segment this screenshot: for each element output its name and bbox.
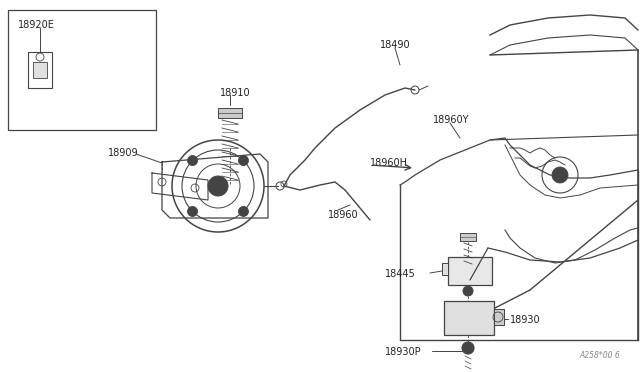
Text: 18930: 18930 (510, 315, 541, 325)
Circle shape (239, 206, 248, 217)
Text: A258*00 6: A258*00 6 (579, 351, 620, 360)
Circle shape (188, 155, 198, 166)
Text: 18445: 18445 (385, 269, 416, 279)
Text: 18910: 18910 (220, 88, 251, 98)
Text: 18960: 18960 (328, 210, 358, 220)
Circle shape (239, 155, 248, 166)
Bar (28, 52, 52, 88)
Circle shape (463, 286, 473, 296)
Bar (444, 301, 494, 335)
Circle shape (208, 176, 228, 196)
Bar (448, 257, 492, 285)
Bar (33, 62, 47, 78)
Bar (218, 108, 242, 118)
Text: 18960H: 18960H (370, 158, 408, 168)
Circle shape (188, 206, 198, 217)
Bar (8, 10, 156, 130)
Text: 18960Y: 18960Y (433, 115, 470, 125)
Bar (460, 233, 476, 241)
Bar (494, 309, 504, 325)
Circle shape (552, 167, 568, 183)
Text: 18909: 18909 (108, 148, 139, 158)
Circle shape (462, 342, 474, 354)
Text: 18920E: 18920E (18, 20, 55, 30)
Text: 18930P: 18930P (385, 347, 422, 357)
Bar (442, 263, 448, 275)
Text: 18490: 18490 (380, 40, 411, 50)
